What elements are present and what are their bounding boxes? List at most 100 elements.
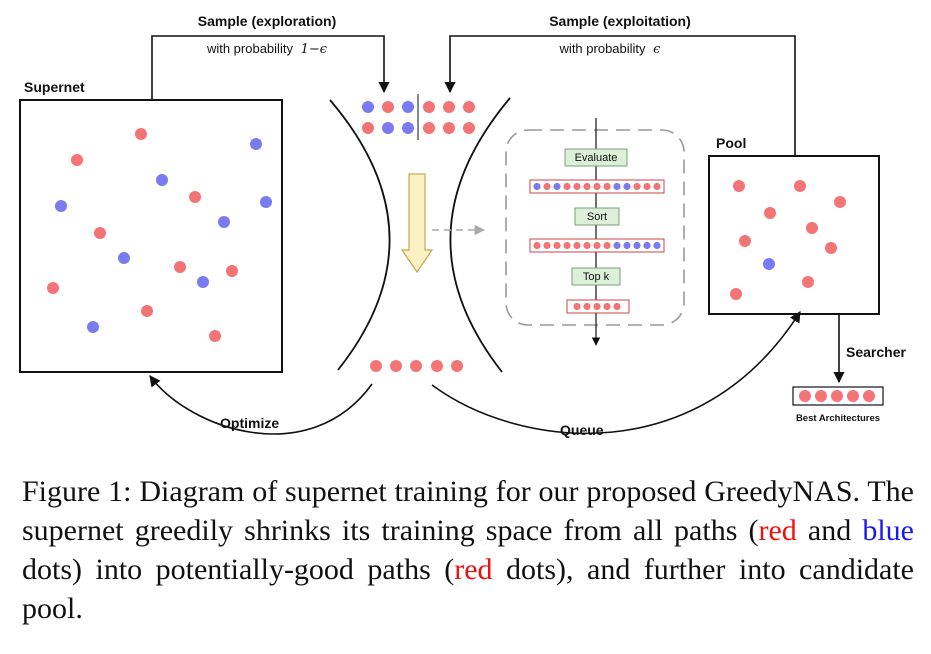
topk-step-box [571,267,621,286]
evaluated-red-dot [543,182,551,191]
topk-paths-row [573,302,621,311]
sampled-blue-dot [382,122,394,134]
queue-label: Queue [560,422,604,438]
evaluated-red-dot [563,182,571,191]
sampled-red-dot [362,122,374,134]
topk-red-dot [593,302,601,311]
sorted-red-dot [583,241,591,250]
pool-red-dot [806,222,818,234]
good-path-red-dot [431,360,443,372]
supernet-box [19,99,283,373]
pool-red-dot [825,242,837,254]
pool-red-dot [794,180,806,192]
evaluated-red-dot [583,182,591,191]
good-paths-dots [370,360,463,372]
sampled-red-dot [423,101,435,113]
exploitation-arrow [444,35,796,156]
optimize-label: Optimize [220,415,279,431]
sampled-paths-dots [362,101,475,134]
evaluated-blue-dot [613,182,621,191]
sampled-blue-dot [402,122,414,134]
sampled-red-dot [382,101,394,113]
supernet-blue-dot [55,200,67,212]
process-panel [505,129,685,326]
greedynas-diagram: Sample (exploration) with probability 1−… [19,13,906,438]
sorted-blue-dot [633,241,641,250]
supernet-blue-dot [197,276,209,288]
sampled-blue-dot [362,101,374,113]
pool-red-dot [834,196,846,208]
evaluated-red-dot [593,182,601,191]
prob-exploitation-label: with probability ϵ [559,41,662,57]
pool-red-dot [730,288,742,300]
sorted-blue-dot [653,241,661,250]
best-red-dot [863,390,875,402]
good-path-red-dot [410,360,422,372]
queue-arrow [431,311,801,435]
good-path-red-dot [370,360,382,372]
evaluated-paths-row [533,182,661,191]
prob-exploration-label: with probability 1−ϵ [206,41,328,57]
supernet-title: Supernet [24,79,85,95]
pool-red-dot [733,180,745,192]
evaluate-step-box [564,148,628,167]
hourglass-left-curve [329,99,391,371]
sorted-red-dot [573,241,581,250]
sorted-blue-dot [613,241,621,250]
supernet-blue-dot [156,174,168,186]
evaluated-blue-dot [553,182,561,191]
topk-red-dot [603,302,611,311]
topk-red-dot [573,302,581,311]
sorted-red-dot [553,241,561,250]
caption-red-word-2: red [454,553,493,586]
best-red-dot [831,390,843,402]
supernet-red-dot [135,128,147,140]
evaluated-red-dot [573,182,581,191]
pool-red-dot [739,235,751,247]
sampled-red-dot [443,101,455,113]
sort-step-box [574,207,620,226]
sorted-red-dot [543,241,551,250]
supernet-red-dot [71,154,83,166]
evaluated-red-dot [643,182,651,191]
sampled-blue-dot [402,101,414,113]
sorted-red-dot [593,241,601,250]
best-red-dot [799,390,811,402]
topk-step-label: Top k [583,271,610,283]
supernet-red-dot [189,191,201,203]
supernet-blue-dot [87,321,99,333]
best-red-dot [847,390,859,402]
sorted-red-dot [563,241,571,250]
caption-red-word-1: red [758,514,797,547]
supernet-blue-dot [118,252,130,264]
sorted-paths-row [533,241,661,250]
supernet-dots [47,128,272,342]
sample-exploitation-label: Sample (exploitation) [549,13,691,29]
evaluated-blue-dot [533,182,541,191]
supernet-red-dot [47,282,59,294]
supernet-blue-dot [250,138,262,150]
sorted-red-dot [533,241,541,250]
topk-red-dot [613,302,621,311]
evaluated-red-dot [603,182,611,191]
caption-suffix: dots), and further into candidate pool. [22,553,914,625]
pool-red-dot [802,276,814,288]
evaluated-red-dot [653,182,661,191]
sort-step-label: Sort [587,211,607,223]
shrink-down-arrow [400,173,434,274]
pool-dots [730,180,846,300]
optimize-arrow [149,375,373,435]
sorted-blue-dot [623,241,631,250]
best-red-dot [815,390,827,402]
pool-title: Pool [716,135,746,151]
good-path-red-dot [451,360,463,372]
caption-blue-word: blue [862,514,914,547]
topk-red-dot [583,302,591,311]
exploration-arrow [151,35,390,100]
good-path-red-dot [390,360,402,372]
caption-middle-1: and [796,514,863,547]
figure-caption: Figure 1: Diagram of supernet training f… [22,472,914,628]
sampled-red-dot [423,122,435,134]
evaluate-step-label: Evaluate [575,152,618,164]
supernet-red-dot [226,265,238,277]
